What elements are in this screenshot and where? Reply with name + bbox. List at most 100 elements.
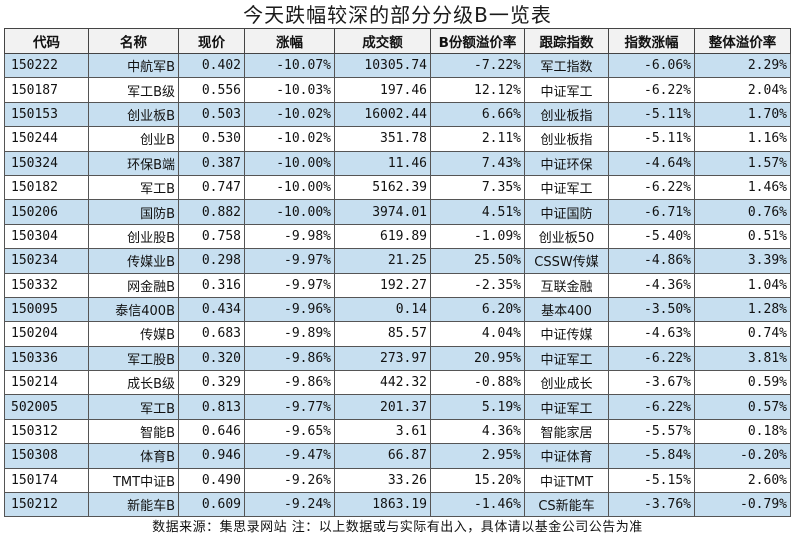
cell-b-premium: 2.11%	[430, 126, 525, 152]
cell-b-premium: -1.46%	[430, 492, 525, 518]
header-turnover: 成交额	[334, 28, 431, 54]
table-row: 150204 传媒B 0.683 -9.89% 85.57 4.04% 中证传媒 -4.63%…	[4, 321, 791, 347]
cell-overall-premium: 1.04%	[694, 272, 791, 298]
cell-turnover: 351.78	[334, 126, 431, 152]
cell-code: 150324	[4, 150, 89, 176]
cell-price: 0.882	[178, 199, 245, 225]
cell-tracking-index: 中证体育	[524, 443, 609, 469]
cell-change: -10.02%	[244, 101, 335, 128]
cell-price: 0.683	[178, 321, 245, 347]
table-row: 150187 军工B级 0.556 -10.03% 197.46 12.12% 中证军工 -6…	[4, 77, 791, 103]
cell-change: -9.86%	[244, 370, 335, 396]
table-row: 150206 国防B 0.882 -10.00% 3974.01 4.51% 中证国防 -6.…	[4, 199, 791, 225]
cell-turnover: 33.26	[334, 467, 431, 494]
cell-change: -10.00%	[244, 199, 335, 225]
cell-name: 创业股B	[88, 223, 179, 250]
cell-change: -9.26%	[244, 467, 335, 494]
cell-name: 创业板B	[88, 101, 179, 128]
cell-overall-premium: 2.29%	[694, 52, 791, 79]
cell-name: TMT中证B	[88, 467, 179, 494]
cell-turnover: 192.27	[334, 272, 431, 298]
cell-code: 150244	[4, 126, 89, 152]
cell-price: 0.646	[178, 418, 245, 445]
cell-price: 0.609	[178, 492, 245, 518]
cell-code: 150308	[4, 443, 89, 469]
cell-index-change: -5.84%	[608, 443, 695, 469]
cell-index-change: -4.86%	[608, 248, 695, 274]
header-row: 代码 名称 现价 涨幅 成交额 B份额溢价率 跟踪指数 指数涨幅 整体溢价率	[4, 28, 791, 54]
cell-b-premium: 20.95%	[430, 345, 525, 372]
cell-code: 150332	[4, 272, 89, 298]
cell-tracking-index: CSSW传媒	[524, 248, 609, 274]
cell-price: 0.503	[178, 101, 245, 128]
cell-tracking-index: 创业成长	[524, 370, 609, 396]
cell-overall-premium: 0.76%	[694, 199, 791, 225]
cell-code: 150095	[4, 296, 89, 323]
cell-overall-premium: 0.51%	[694, 223, 791, 250]
cell-b-premium: 4.36%	[430, 418, 525, 445]
cell-b-premium: 5.19%	[430, 394, 525, 420]
cell-code: 150153	[4, 101, 89, 128]
cell-b-premium: 12.12%	[430, 77, 525, 103]
cell-b-premium: -7.22%	[430, 52, 525, 79]
cell-price: 0.946	[178, 443, 245, 469]
cell-tracking-index: 军工指数	[524, 52, 609, 79]
cell-index-change: -5.11%	[608, 126, 695, 152]
cell-b-premium: 4.04%	[430, 321, 525, 347]
cell-price: 0.320	[178, 345, 245, 372]
cell-name: 体育B	[88, 443, 179, 469]
cell-b-premium: 7.35%	[430, 174, 525, 201]
cell-overall-premium: 0.18%	[694, 418, 791, 445]
cell-name: 泰信400B	[88, 296, 179, 323]
cell-price: 0.490	[178, 467, 245, 494]
cell-price: 0.298	[178, 248, 245, 274]
cell-price: 0.316	[178, 272, 245, 298]
page-title: 今天跌幅较深的部分分级B一览表	[243, 3, 552, 27]
cell-index-change: -6.71%	[608, 199, 695, 225]
cell-index-change: -3.76%	[608, 492, 695, 518]
cell-turnover: 201.37	[334, 394, 431, 420]
cell-index-change: -5.57%	[608, 418, 695, 445]
table-row: 150182 军工B 0.747 -10.00% 5162.39 7.35% 中证军工 -6.…	[4, 174, 791, 201]
cell-tracking-index: 创业板指	[524, 126, 609, 152]
cell-index-change: -6.06%	[608, 52, 695, 79]
cell-tracking-index: 中证军工	[524, 77, 609, 103]
cell-overall-premium: 1.28%	[694, 296, 791, 323]
cell-b-premium: 2.95%	[430, 443, 525, 469]
table-row: 150214 成长B级 0.329 -9.86% 442.32 -0.88% 创业成长 -3.…	[4, 370, 791, 396]
table-row: 150244 创业B 0.530 -10.02% 351.78 2.11% 创业板指 -5.1…	[4, 126, 791, 152]
cell-index-change: -4.36%	[608, 272, 695, 298]
cell-tracking-index: 中证环保	[524, 150, 609, 176]
cell-index-change: -4.63%	[608, 321, 695, 347]
cell-b-premium: 7.43%	[430, 150, 525, 176]
cell-change: -10.07%	[244, 52, 335, 79]
cell-price: 0.813	[178, 394, 245, 420]
cell-price: 0.402	[178, 52, 245, 79]
header-index-change: 指数涨幅	[608, 28, 695, 54]
cell-change: -10.02%	[244, 126, 335, 152]
table-row: 150304 创业股B 0.758 -9.98% 619.89 -1.09% 创业板50 -5…	[4, 223, 791, 250]
cell-turnover: 1863.19	[334, 492, 431, 518]
cell-change: -9.96%	[244, 296, 335, 323]
table-row: 502005 军工B 0.813 -9.77% 201.37 5.19% 中证军工 -6.22…	[4, 394, 791, 420]
cell-price: 0.758	[178, 223, 245, 250]
cell-turnover: 11.46	[334, 150, 431, 176]
cell-tracking-index: 中证国防	[524, 199, 609, 225]
header-price: 现价	[178, 28, 245, 54]
cell-code: 150234	[4, 248, 89, 274]
cell-overall-premium: 1.70%	[694, 101, 791, 128]
cell-b-premium: 6.66%	[430, 101, 525, 128]
cell-change: -9.24%	[244, 492, 335, 518]
cell-turnover: 66.87	[334, 443, 431, 469]
cell-tracking-index: 智能家居	[524, 418, 609, 445]
cell-overall-premium: 1.57%	[694, 150, 791, 176]
cell-b-premium: -2.35%	[430, 272, 525, 298]
cell-tracking-index: 中证军工	[524, 345, 609, 372]
cell-turnover: 21.25	[334, 248, 431, 274]
cell-code: 150214	[4, 370, 89, 396]
cell-tracking-index: 互联金融	[524, 272, 609, 298]
cell-index-change: -5.15%	[608, 467, 695, 494]
cell-name: 军工B	[88, 174, 179, 201]
cell-index-change: -5.40%	[608, 223, 695, 250]
